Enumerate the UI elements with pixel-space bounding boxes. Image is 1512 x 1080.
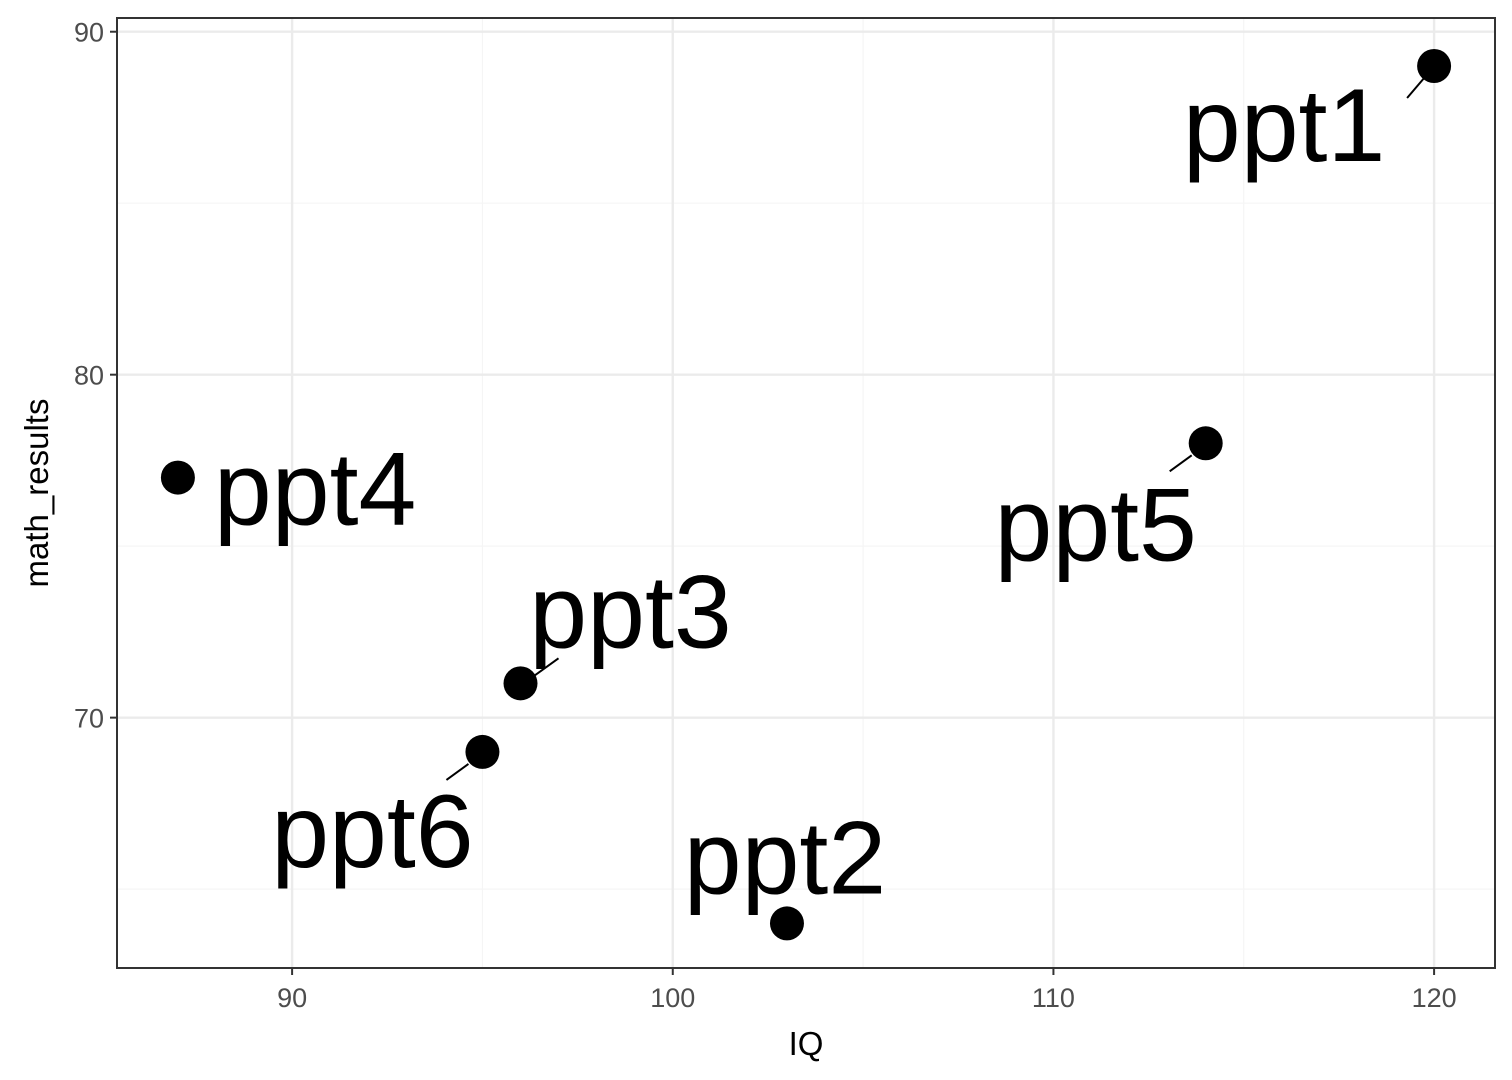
y-tick-label: 70 <box>74 704 104 734</box>
point-label: ppt2 <box>684 800 886 916</box>
label-connector <box>445 763 470 781</box>
x-tick-label: 90 <box>277 983 307 1013</box>
y-axis-title: math_results <box>18 399 55 588</box>
data-point <box>769 906 804 941</box>
panel-border <box>116 17 1496 969</box>
point-label: ppt3 <box>529 554 731 670</box>
y-tick-labels: 70 80 90 <box>74 18 104 734</box>
data-point <box>503 666 538 701</box>
data-point <box>1417 49 1452 84</box>
axis-ticks <box>110 30 1436 975</box>
x-tick-labels: 90 100 110 120 <box>277 983 1457 1013</box>
y-tick-label: 90 <box>74 18 104 48</box>
data-point <box>465 734 500 769</box>
point-label: ppt1 <box>1183 68 1385 184</box>
label-connector <box>532 657 560 678</box>
x-tick-label: 120 <box>1412 983 1457 1013</box>
data-point <box>160 460 195 495</box>
major-gridlines <box>117 18 1495 968</box>
point-label: ppt6 <box>271 774 473 890</box>
label-connector <box>1169 454 1193 473</box>
minor-gridlines <box>117 18 1495 968</box>
point-label: ppt4 <box>214 432 416 548</box>
point-label: ppt5 <box>994 467 1196 583</box>
data-points <box>160 49 1452 941</box>
y-tick-label: 80 <box>74 361 104 391</box>
x-tick-label: 110 <box>1032 983 1075 1013</box>
x-tick-label: 100 <box>650 983 695 1013</box>
point-labels: ppt1 ppt2 ppt3 ppt4 ppt5 ppt6 <box>214 68 1385 916</box>
data-point <box>1188 426 1223 461</box>
x-axis-title: IQ <box>789 1025 824 1062</box>
